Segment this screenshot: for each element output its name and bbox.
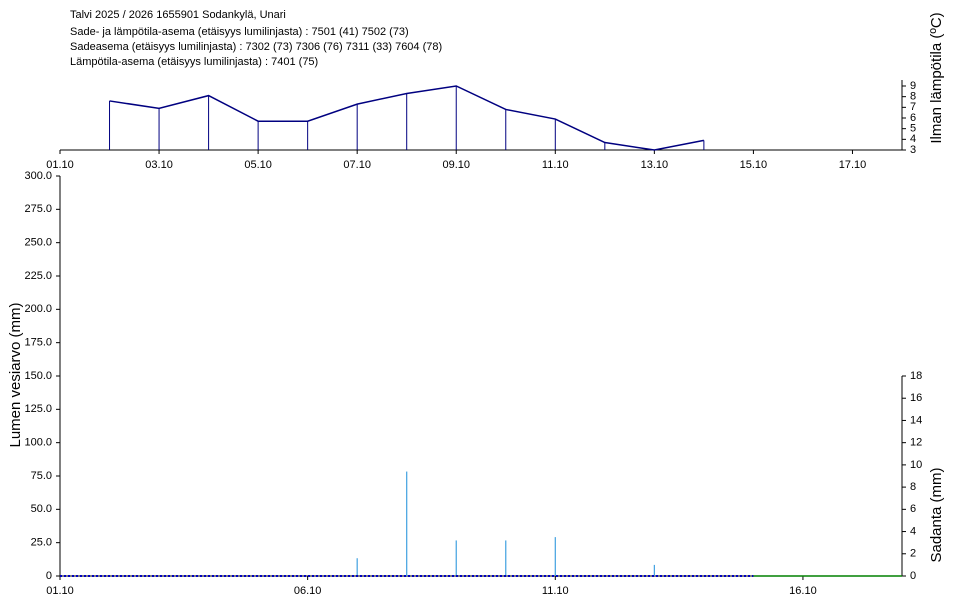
y-tick-label: 0	[910, 570, 916, 582]
y-tick-label: 12	[910, 437, 922, 449]
y-tick-label: 18	[910, 370, 922, 382]
y-tick-label: 6	[910, 112, 916, 124]
x-tick-label: 11.10	[542, 159, 569, 171]
y-tick-label: 5	[910, 123, 916, 135]
x-tick-label: 01.10	[46, 585, 74, 597]
y-tick-label: 100.0	[24, 437, 52, 449]
x-tick-label: 16.10	[789, 585, 817, 597]
subtitle: Sadeasema (etäisyys lumilinjasta) : 7302…	[70, 41, 442, 53]
x-tick-label: 07.10	[343, 159, 371, 171]
y-tick-label: 200.0	[24, 303, 52, 315]
y-tick-label: 6	[910, 503, 916, 515]
x-tick-label: 05.10	[244, 159, 272, 171]
x-tick-label: 15.10	[740, 159, 768, 171]
x-tick-label: 01.10	[46, 159, 74, 171]
y-tick-label: 9	[910, 80, 916, 92]
subtitle: Lämpötila-asema (etäisyys lumilinjasta) …	[70, 56, 318, 68]
y-axis-label: Ilman lämpötila (ºC)	[928, 12, 945, 143]
y-tick-label: 4	[910, 133, 916, 145]
y-tick-label: 8	[910, 91, 916, 103]
y-tick-label: 125.0	[24, 403, 52, 415]
x-tick-label: 11.10	[542, 585, 569, 597]
y-tick-label: 0	[46, 570, 52, 582]
y-tick-label: 300.0	[24, 170, 52, 182]
y-tick-label: 14	[910, 414, 922, 426]
x-tick-label: 06.10	[294, 585, 322, 597]
y-tick-label: 2	[910, 548, 916, 560]
y-tick-label: 275.0	[24, 203, 52, 215]
x-tick-label: 03.10	[145, 159, 173, 171]
x-tick-label: 13.10	[641, 159, 669, 171]
subtitle: Sade- ja lämpötila-asema (etäisyys lumil…	[70, 26, 409, 38]
y-tick-label: 175.0	[24, 337, 52, 349]
y-tick-label: 50.0	[31, 503, 52, 515]
chart-title: Talvi 2025 / 2026 1655901 Sodankylä, Una…	[70, 9, 286, 21]
y-tick-label: 8	[910, 481, 916, 493]
y-tick-label: 150.0	[24, 370, 52, 382]
y-tick-label: 3	[910, 144, 916, 156]
y-tick-label: 250.0	[24, 237, 52, 249]
y-tick-label: 16	[910, 392, 922, 404]
y-tick-label: 4	[910, 525, 916, 537]
y-tick-label: 75.0	[31, 470, 52, 482]
y-axis-label: Lumen vesiarvo (mm)	[7, 302, 24, 447]
y-tick-label: 25.0	[31, 537, 52, 549]
x-tick-label: 09.10	[442, 159, 470, 171]
y-tick-label: 225.0	[24, 270, 52, 282]
y-tick-label: 7	[910, 101, 916, 113]
y-tick-label: 10	[910, 459, 922, 471]
temperature-line	[109, 85, 705, 151]
x-tick-label: 17.10	[839, 159, 867, 171]
y2-axis-label: Sadanta (mm)	[928, 467, 945, 562]
